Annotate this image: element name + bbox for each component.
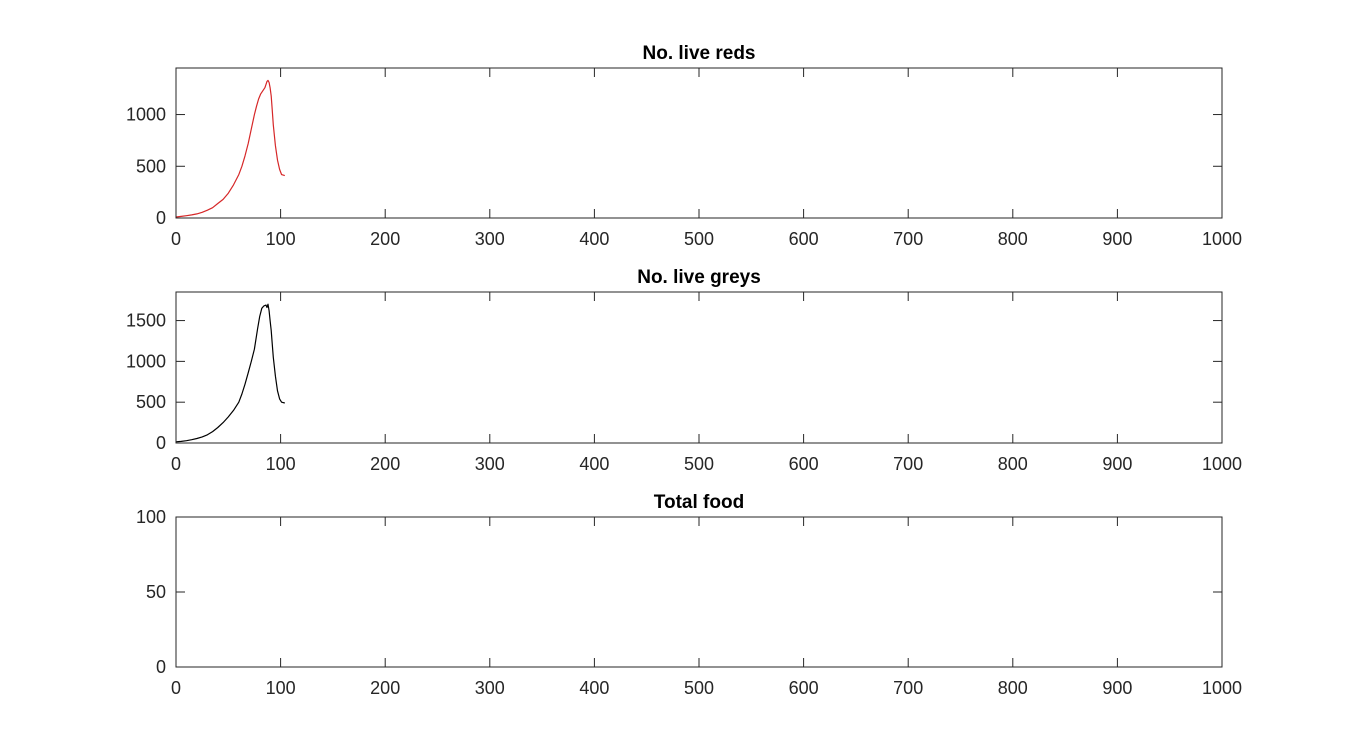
x-tick-label: 0 xyxy=(171,678,181,698)
x-tick-label: 700 xyxy=(893,229,923,249)
chart-live-reds: No. live reds 0 100 200 300 400 500 600 700 800 9… xyxy=(126,43,1242,249)
x-tick-label: 900 xyxy=(1102,229,1132,249)
x-tick-label: 500 xyxy=(684,454,714,474)
x-tick-label: 900 xyxy=(1102,678,1132,698)
series-line-reds xyxy=(175,79,285,218)
x-tick-label: 100 xyxy=(266,229,296,249)
x-tick-label: 200 xyxy=(370,678,400,698)
y-tick-label: 50 xyxy=(146,582,166,602)
x-tick-label: 900 xyxy=(1102,454,1132,474)
y-tick-label: 0 xyxy=(156,433,166,453)
y-tick-label: 0 xyxy=(156,657,166,677)
y-tick-label: 1000 xyxy=(126,105,166,125)
chart-title: No. live greys xyxy=(637,267,761,288)
chart-title: No. live reds xyxy=(643,43,756,64)
y-tick-label: 1000 xyxy=(126,351,166,371)
x-tick-label: 600 xyxy=(789,678,819,698)
chart-title: Total food xyxy=(654,492,744,513)
x-tick-label: 200 xyxy=(370,229,400,249)
x-tick-label: 500 xyxy=(684,678,714,698)
x-tick-label: 1000 xyxy=(1202,229,1242,249)
x-tick-label: 100 xyxy=(266,678,296,698)
x-tick-label: 300 xyxy=(475,678,505,698)
series-line-greys xyxy=(175,303,285,443)
x-tick-label: 300 xyxy=(475,229,505,249)
x-tick-label: 0 xyxy=(171,229,181,249)
x-tick-label: 1000 xyxy=(1202,454,1242,474)
x-tick-label: 400 xyxy=(579,678,609,698)
x-tick-label: 0 xyxy=(171,454,181,474)
x-tick-label: 600 xyxy=(789,229,819,249)
y-tick-label: 500 xyxy=(136,156,166,176)
x-tick-label: 200 xyxy=(370,454,400,474)
x-tick-label: 700 xyxy=(893,454,923,474)
x-tick-label: 800 xyxy=(998,678,1028,698)
x-tick-label: 700 xyxy=(893,678,923,698)
chart-live-greys: No. live greys 0 100 200 300 400 500 600 700 800… xyxy=(126,267,1242,474)
x-tick-label: 600 xyxy=(789,454,819,474)
y-tick-label: 0 xyxy=(156,208,166,228)
chart-total-food: Total food 0 100 200 300 400 500 600 700 800 900 1… xyxy=(136,492,1242,698)
x-tick-label: 300 xyxy=(475,454,505,474)
y-tick-label: 1500 xyxy=(126,311,166,331)
y-tick-label: 100 xyxy=(136,507,166,527)
x-tick-label: 800 xyxy=(998,454,1028,474)
x-tick-label: 1000 xyxy=(1202,678,1242,698)
x-tick-label: 100 xyxy=(266,454,296,474)
x-tick-label: 400 xyxy=(579,229,609,249)
y-tick-label: 500 xyxy=(136,392,166,412)
x-tick-label: 400 xyxy=(579,454,609,474)
x-tick-label: 800 xyxy=(998,229,1028,249)
x-tick-label: 500 xyxy=(684,229,714,249)
